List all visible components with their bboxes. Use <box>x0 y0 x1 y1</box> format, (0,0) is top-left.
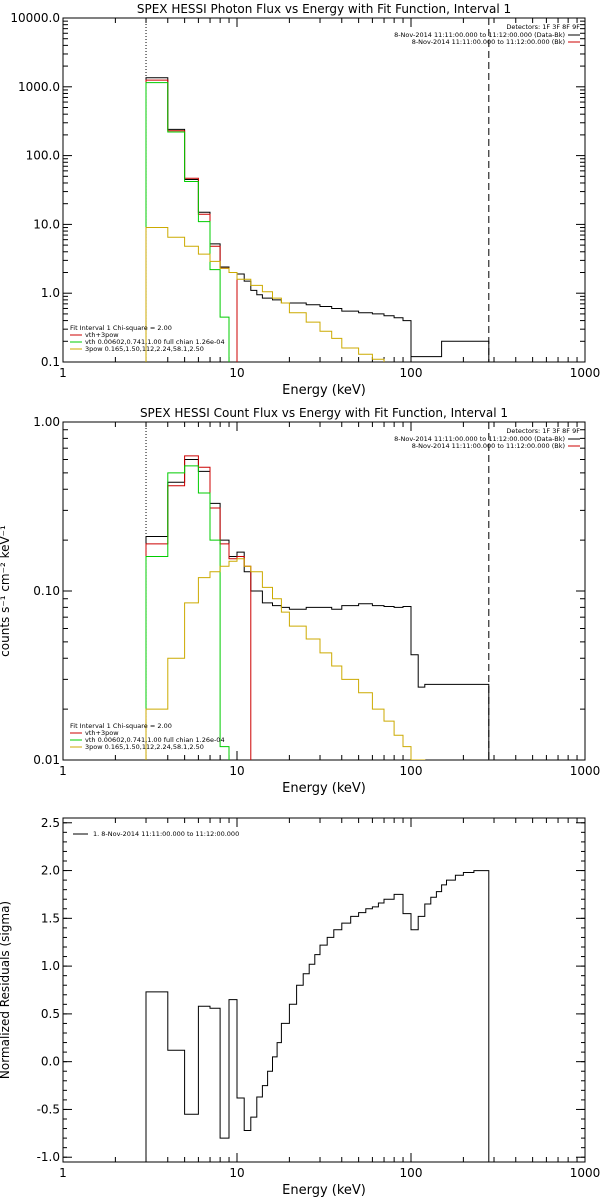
x-axis-label: Energy (keV) <box>282 781 366 796</box>
x-tick-label: 10 <box>229 366 244 380</box>
y-tick-label: 100.0 <box>26 149 60 163</box>
legend-label: vth+3pow <box>85 729 119 737</box>
series-3pow-line <box>145 558 426 760</box>
y-tick-label: 0.10 <box>33 584 60 598</box>
legend-label: 8-Nov-2014 11:11:00.000 to 11:12:00.000 … <box>412 442 565 450</box>
legend-label: vth 0.00602,0.741,1.00 full chian 1.26e-… <box>85 338 225 346</box>
legend-detectors: Detectors: 1F 3F 8F 9F <box>506 23 580 31</box>
legend-detectors: Detectors: 1F 3F 8F 9F <box>506 427 580 435</box>
x-tick-label: 100 <box>400 366 423 380</box>
y-tick-label: 0.0 <box>41 1055 60 1069</box>
y-axis-label: Normalized Residuals (sigma) <box>0 901 12 1079</box>
plot-frame <box>62 17 586 363</box>
legend-label: 1. 8-Nov-2014 11:11:00.000 to 11:12:00.0… <box>93 830 239 838</box>
x-tick-label: 1 <box>59 366 67 380</box>
plot-frame <box>62 421 586 761</box>
legend-label: 8-Nov-2014 11:11:00.000 to 11:12:00.000 … <box>412 38 565 46</box>
y-tick-label: 2.5 <box>41 816 60 830</box>
x-tick-label: 1 <box>59 764 67 778</box>
legend-label: vth+3pow <box>85 331 119 339</box>
y-axis-label: counts s⁻¹ cm⁻² keV⁻¹ <box>0 525 12 657</box>
y-tick-label: 10.0 <box>33 217 60 231</box>
legend-label: 3pow 0.165,1.50,112,2.24,58.1,2.50 <box>85 345 204 353</box>
x-tick-label: 1000 <box>570 366 600 380</box>
series-data-bk-line <box>145 77 490 362</box>
series-group <box>145 455 490 760</box>
legend-label: vth 0.00602,0.741,1.00 full chian 1.26e-… <box>85 736 225 744</box>
y-tick-label: 0.5 <box>41 1007 60 1021</box>
y-tick-label: 1000.0 <box>18 80 60 94</box>
panel-residuals: 1 10 100 1000 -1.0 -0.5 0.0 0.5 1.0 1.5 2.0 2.5 Ener… <box>0 816 600 1198</box>
y-tick-label: 1.0 <box>41 286 60 300</box>
x-tick-label: 10 <box>229 764 244 778</box>
y-tick-label: 1.5 <box>41 911 60 925</box>
series-group <box>145 77 490 362</box>
chart-title: SPEX HESSI Count Flux vs Energy with Fit… <box>140 406 508 420</box>
x-tick-label: 100 <box>400 764 423 778</box>
x-tick-label: 100 <box>400 1166 423 1180</box>
y-tick-label: 1.0 <box>41 959 60 973</box>
legend-fit-header: Fit Interval 1 Chi-square = 2.00 <box>70 324 172 332</box>
panel-count-flux: 1 10 100 1000 0.01 0.10 1.00 SPEX HESSI Count F… <box>0 406 600 796</box>
legend-fit-header: Fit Interval 1 Chi-square = 2.00 <box>70 722 172 730</box>
series-3pow-line <box>145 227 385 362</box>
x-tick-label: 10 <box>229 1166 244 1180</box>
series-vth-line <box>145 465 230 760</box>
legend-label: 3pow 0.165,1.50,112,2.24,58.1,2.50 <box>85 743 204 751</box>
y-tick-label: 10000.0 <box>10 11 60 25</box>
panel-photon-flux: 1 10 100 1000 0.1 1.0 10.0 100.0 1000.0 10000.0 SP… <box>10 2 600 398</box>
series-1--line <box>145 870 490 1162</box>
plot-frame <box>62 817 586 1163</box>
chart-title: SPEX HESSI Photon Flux vs Energy with Fi… <box>137 2 511 16</box>
series-vth-3pow-line <box>145 455 252 760</box>
y-tick-label: 1.00 <box>33 415 60 429</box>
y-tick-label: -0.5 <box>37 1102 60 1116</box>
x-axis-label: Energy (keV) <box>282 383 366 398</box>
x-tick-label: 1000 <box>570 764 600 778</box>
y-tick-label: 0.01 <box>33 753 60 767</box>
legend-label: 8-Nov-2014 11:11:00.000 to 11:12:00.000 … <box>394 435 565 443</box>
series-vth-line <box>145 82 230 362</box>
x-axis-label: Energy (keV) <box>282 1183 366 1198</box>
x-tick-label: 1 <box>59 1166 67 1180</box>
y-tick-label: -1.0 <box>37 1150 60 1164</box>
y-tick-label: 0.1 <box>41 355 60 369</box>
series-group <box>145 870 490 1162</box>
series-data-bk-line <box>145 459 490 760</box>
x-tick-label: 1000 <box>570 1166 600 1180</box>
legend-label: 8-Nov-2014 11:11:00.000 to 11:12:00.000 … <box>394 31 565 39</box>
y-tick-label: 2.0 <box>41 864 60 878</box>
